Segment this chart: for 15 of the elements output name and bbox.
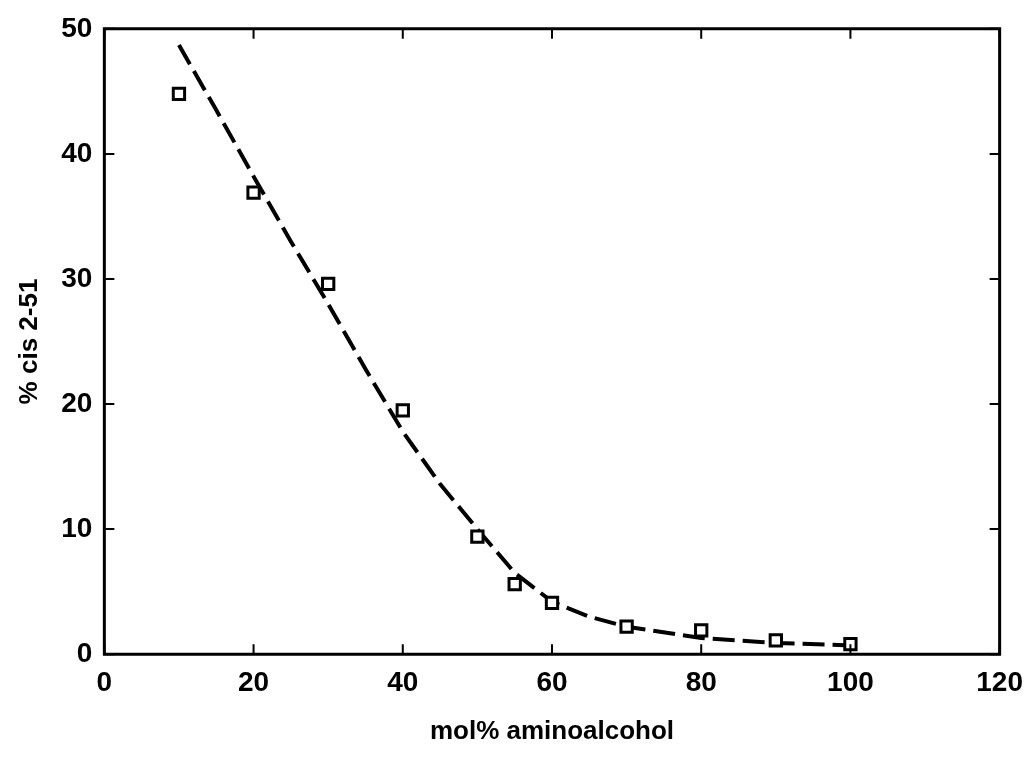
y-tick-label: 40 [61, 136, 93, 168]
x-tick-label: 80 [685, 665, 717, 697]
y-tick-label: 50 [61, 11, 93, 43]
y-tick-label: 0 [76, 636, 93, 668]
x-tick-label: 120 [976, 665, 1023, 697]
x-tick-label: 40 [387, 665, 419, 697]
x-tick-label: 100 [827, 665, 874, 697]
x-tick-label: 0 [96, 665, 113, 697]
x-axis-title: mol% aminoalcohol [429, 714, 675, 745]
y-tick-label: 10 [61, 511, 93, 543]
y-axis-title: % cis 2-51 [12, 278, 43, 405]
x-tick-label: 60 [536, 665, 568, 697]
y-tick-label: 30 [61, 261, 93, 293]
y-tick-label: 20 [61, 386, 93, 418]
x-tick-label: 20 [237, 665, 270, 697]
